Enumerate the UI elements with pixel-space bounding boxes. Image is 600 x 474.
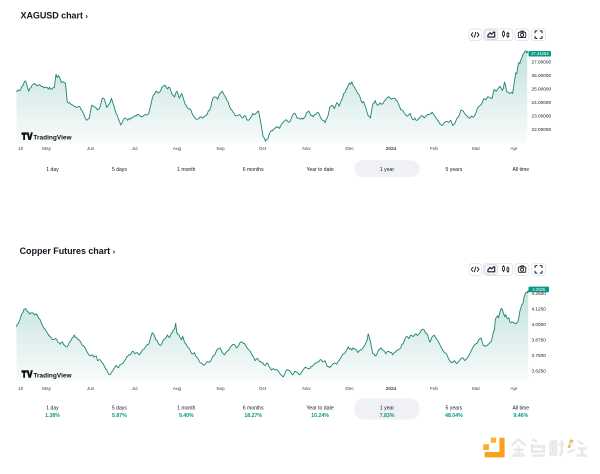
svg-text:May: May — [42, 386, 52, 391]
svg-text:27.00000: 27.00000 — [532, 60, 552, 65]
svg-text:Jul: Jul — [132, 146, 138, 151]
svg-text:Mar: Mar — [472, 386, 481, 391]
svg-text:Year to date: Year to date — [306, 167, 333, 173]
svg-text:3.8750: 3.8750 — [532, 337, 547, 342]
svg-text:5 years: 5 years — [446, 406, 463, 412]
svg-text:24.00000: 24.00000 — [532, 100, 552, 105]
svg-text:2024: 2024 — [386, 386, 397, 391]
svg-text:23.00000: 23.00000 — [532, 113, 552, 118]
svg-text:Copper Futures chart ›: Copper Futures chart › — [20, 246, 116, 256]
svg-text:1 day: 1 day — [46, 167, 59, 173]
svg-text:4.0000: 4.0000 — [532, 322, 547, 327]
svg-text:5.87%: 5.87% — [112, 413, 127, 419]
svg-text:Nov: Nov — [302, 386, 311, 391]
svg-text:Feb: Feb — [430, 386, 438, 391]
svg-text:Year to date: Year to date — [306, 406, 333, 412]
svg-text:9.46%: 9.46% — [513, 413, 528, 419]
svg-text:1 year: 1 year — [380, 167, 394, 173]
svg-text:5 years: 5 years — [446, 167, 463, 173]
svg-text:5 days: 5 days — [112, 406, 127, 412]
svg-text:4.1250: 4.1250 — [532, 307, 547, 312]
svg-text:TradingView: TradingView — [33, 135, 72, 142]
svg-text:48.04%: 48.04% — [445, 413, 463, 419]
svg-text:22.00000: 22.00000 — [532, 127, 552, 132]
svg-text:6 months: 6 months — [243, 167, 264, 173]
svg-text:10: 10 — [18, 386, 24, 391]
svg-text:1 month: 1 month — [177, 406, 196, 412]
svg-text:10.24%: 10.24% — [311, 413, 329, 419]
svg-text:Jun: Jun — [87, 146, 95, 151]
svg-text:TradingView: TradingView — [33, 372, 72, 379]
svg-text:Oct: Oct — [259, 386, 267, 391]
svg-text:18.27%: 18.27% — [244, 413, 262, 419]
svg-text:2024: 2024 — [386, 146, 397, 151]
svg-text:Aug: Aug — [173, 146, 182, 151]
svg-text:27.41653: 27.41653 — [531, 51, 549, 56]
svg-text:Oct: Oct — [259, 146, 267, 151]
svg-text:26.00000: 26.00000 — [532, 73, 552, 78]
svg-text:1.38%: 1.38% — [45, 413, 60, 419]
svg-text:Jun: Jun — [87, 386, 95, 391]
svg-text:Feb: Feb — [430, 146, 438, 151]
svg-text:XAGUSD chart ›: XAGUSD chart › — [21, 11, 89, 21]
svg-text:Nov: Nov — [302, 146, 311, 151]
svg-text:Apr: Apr — [510, 146, 518, 151]
svg-text:Aug: Aug — [173, 386, 182, 391]
svg-text:9.40%: 9.40% — [179, 413, 194, 419]
svg-text:4.2935: 4.2935 — [532, 287, 545, 292]
svg-text:Mar: Mar — [472, 146, 481, 151]
svg-text:1 year: 1 year — [380, 406, 394, 412]
svg-text:Apr: Apr — [510, 386, 518, 391]
svg-text:Jul: Jul — [132, 386, 138, 391]
svg-text:7.83%: 7.83% — [380, 413, 395, 419]
svg-text:4.2500: 4.2500 — [532, 291, 547, 296]
svg-text:25.00000: 25.00000 — [532, 87, 552, 92]
svg-text:All time: All time — [512, 167, 529, 173]
svg-text:All time: All time — [512, 406, 529, 412]
svg-text:5 days: 5 days — [112, 167, 127, 173]
svg-text:3.6250: 3.6250 — [532, 368, 547, 373]
svg-text:Dec: Dec — [345, 146, 354, 151]
svg-text:1 month: 1 month — [177, 167, 196, 173]
svg-text:3.7500: 3.7500 — [532, 353, 547, 358]
svg-text:May: May — [42, 146, 52, 151]
svg-text:Sep: Sep — [216, 146, 225, 151]
svg-text:10: 10 — [18, 146, 24, 151]
svg-text:6 months: 6 months — [243, 406, 264, 412]
svg-text:1 day: 1 day — [46, 406, 59, 412]
svg-text:Sep: Sep — [216, 386, 225, 391]
svg-text:Dec: Dec — [345, 386, 354, 391]
